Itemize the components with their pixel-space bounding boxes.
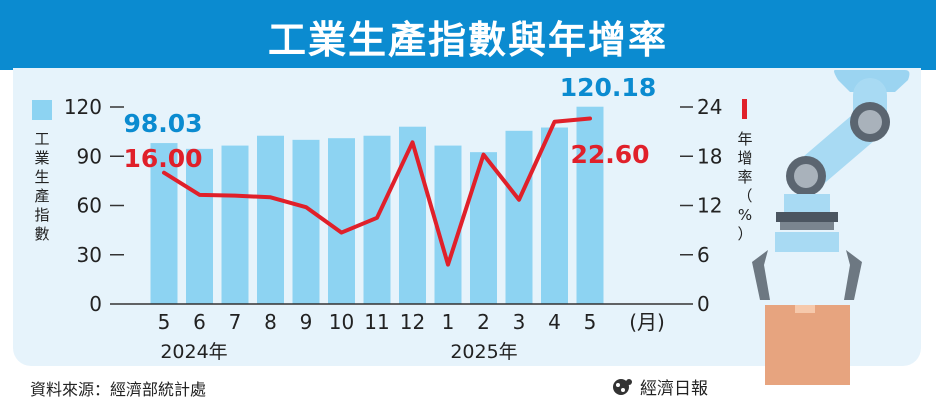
robot-wrist-band	[776, 212, 838, 222]
right-tick-label: 12	[697, 194, 722, 218]
robot-wrist	[784, 194, 830, 212]
left-axis-title-char: 工	[34, 130, 49, 148]
bar	[150, 143, 178, 304]
left-tick-label: 60	[77, 194, 102, 218]
bar	[292, 139, 320, 304]
right-axis-title-char: （	[737, 187, 752, 205]
left-axis-title-char: 業	[34, 149, 49, 167]
robot-elbow-inner	[794, 164, 818, 188]
left-tick-label: 120	[64, 95, 102, 119]
bar	[470, 152, 497, 304]
right-axis-title-char: 增	[737, 149, 752, 167]
right-axis-title-char: 年	[737, 130, 752, 148]
bar	[399, 126, 426, 304]
box-icon	[765, 305, 850, 385]
last-bar-value-label: 120.18	[560, 73, 656, 102]
left-axis-title-char: 生	[34, 168, 49, 186]
x-tick-label: 6	[193, 310, 206, 334]
month-unit-label: (月)	[629, 310, 665, 334]
bar	[257, 135, 284, 304]
brand: 經濟日報	[612, 374, 708, 399]
left-axis-title-char: 數	[34, 225, 49, 243]
robot-gripper-body	[775, 232, 839, 252]
bar	[328, 138, 355, 304]
first-line-value-label: 16.00	[123, 144, 202, 173]
right-tick-label: 6	[697, 243, 710, 267]
right-axis-title-char: %	[738, 206, 752, 224]
x-tick-label: 5	[584, 310, 597, 334]
right-tick-label: 18	[697, 144, 722, 168]
x-tick-label: 5	[158, 310, 171, 334]
growth-rate-line	[162, 116, 592, 267]
x-tick-label: 11	[364, 310, 389, 334]
box-tape	[795, 305, 815, 313]
robot-joint-inner	[858, 110, 882, 134]
x-tick-label: 7	[229, 310, 242, 334]
left-tick-label: 0	[89, 292, 102, 316]
x-tick-label: 8	[264, 310, 277, 334]
legend-line-swatch	[742, 99, 747, 119]
right-tick-label: 24	[697, 95, 722, 119]
right-tick-label: 0	[697, 292, 710, 316]
robot-wrist-band-2	[780, 222, 834, 230]
brand-name: 經濟日報	[640, 379, 708, 399]
bar	[186, 148, 213, 304]
bar	[221, 145, 249, 304]
source-note: 資料來源：經濟部統計處	[30, 380, 207, 399]
x-tick-label: 12	[400, 310, 425, 334]
bar	[505, 130, 533, 304]
year-label-2024: 2024年	[160, 341, 227, 363]
bar	[541, 127, 568, 304]
bar	[434, 145, 462, 304]
left-axis-title-char: 指	[34, 206, 49, 224]
left-tick-label: 90	[77, 144, 102, 168]
robot-finger-left	[752, 250, 770, 300]
x-tick-label: 2	[477, 310, 490, 334]
x-tick-label: 1	[442, 310, 455, 334]
legend-bar-swatch	[32, 100, 52, 120]
left-tick-label: 30	[77, 243, 102, 267]
bar	[576, 106, 604, 304]
x-tick-label: 10	[329, 310, 354, 334]
chart-title: 工業生產指數與年增率	[267, 18, 668, 62]
x-tick-label: 9	[300, 310, 313, 334]
right-axis-title-char: 率	[737, 168, 752, 186]
left-axis-title-char: 產	[34, 187, 49, 205]
robot-finger-right	[844, 250, 862, 300]
x-tick-label: 4	[548, 310, 561, 334]
first-bar-value-label: 98.03	[123, 109, 202, 138]
right-axis-title-char: ）	[737, 225, 752, 243]
x-tick-label: 3	[513, 310, 526, 334]
last-line-value-label: 22.60	[570, 140, 649, 169]
title-banner	[0, 0, 936, 70]
brand-logo-icon	[613, 378, 632, 395]
year-label-2025: 2025年	[450, 341, 517, 363]
